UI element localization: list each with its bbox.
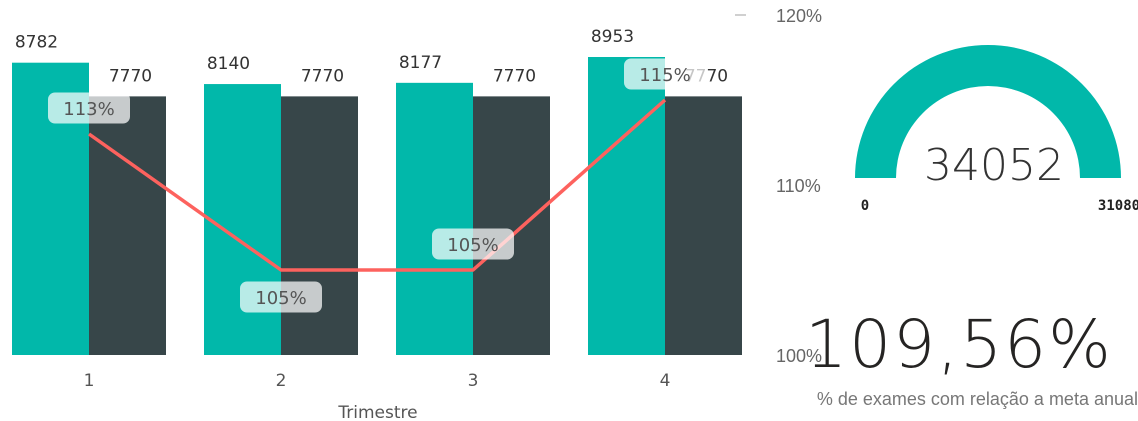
line-series <box>87 98 667 272</box>
y2-tick-label: 120% <box>776 6 822 26</box>
line-data-label-bg <box>432 228 514 260</box>
bar-data-label: 7770 <box>109 66 152 86</box>
x-tick-label: 3 <box>468 371 479 391</box>
bar-series1-q2 <box>204 84 281 355</box>
gauge-chart: 34052 0 31080 <box>855 45 1138 214</box>
line-data-label-bg <box>240 281 322 313</box>
line-data-label: 115% <box>639 65 690 86</box>
bar-data-label: 8177 <box>399 53 442 73</box>
gauge-value-label: 34052 <box>924 140 1064 191</box>
gauge-min-label: 0 <box>861 198 869 214</box>
bar-data-label: 8782 <box>15 33 58 53</box>
line-data-label-bg <box>48 92 130 124</box>
bar-series2-q3 <box>473 96 550 356</box>
gauge-max-label: 31080 <box>1098 198 1138 214</box>
line-data-label-bg <box>624 58 706 90</box>
x-tick-label: 1 <box>84 371 95 391</box>
combo-chart: 878277701814077702817777703895377704Trim… <box>12 6 822 421</box>
line-data-label: 105% <box>255 288 306 309</box>
bar-data-label: 8140 <box>207 54 250 74</box>
bar-series2-q4 <box>665 96 742 356</box>
bar-series2-q1 <box>89 96 166 356</box>
bar-data-label: 7770 <box>493 66 536 86</box>
kpi-card-label: % de exames com relação a meta anual <box>816 389 1138 409</box>
bar-data-label: 7770 <box>301 66 344 86</box>
x-tick-label: 4 <box>660 371 671 391</box>
bar-series1-q4 <box>588 57 665 355</box>
bar-series1-q3 <box>396 82 473 356</box>
x-tick-label: 2 <box>276 371 287 391</box>
gauge-arc <box>855 45 1121 178</box>
line-data-label: 113% <box>63 99 114 120</box>
y2-tick-label: 100% <box>776 346 822 366</box>
x-axis-title: Trimestre <box>337 403 417 421</box>
kpi-card-value: 109,56% <box>805 306 1113 383</box>
y2-tick-label: 110% <box>776 176 821 196</box>
line-data-label: 105% <box>447 235 498 256</box>
bar-data-label: 8953 <box>591 27 634 47</box>
bar-series2-q2 <box>281 96 358 356</box>
